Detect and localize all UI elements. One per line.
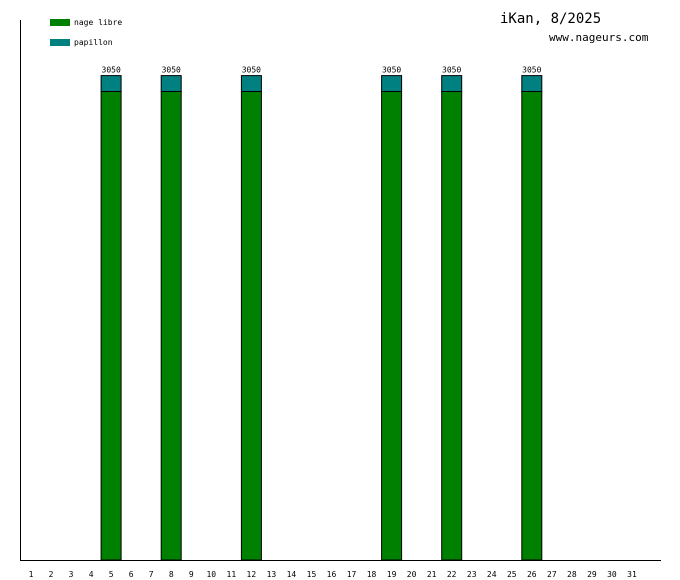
- chart-title: iKan, 8/2025: [500, 11, 601, 27]
- legend-swatch-papillon: [50, 39, 70, 46]
- bar-nage-libre: [100, 91, 122, 561]
- x-tick-label: 9: [189, 570, 194, 579]
- x-tick-label: 1: [29, 570, 34, 579]
- x-tick-label: 17: [347, 570, 357, 579]
- bar-total-label: 3050: [242, 66, 261, 75]
- bar-papillon: [381, 75, 403, 92]
- bar-nage-libre: [521, 91, 543, 561]
- bar-papillon: [441, 75, 463, 92]
- x-tick-label: 4: [89, 570, 94, 579]
- bar-total-label: 3050: [442, 66, 461, 75]
- bar-nage-libre: [381, 91, 403, 561]
- x-tick-label: 8: [169, 570, 174, 579]
- bars-group: [100, 75, 543, 561]
- x-tick-label: 13: [267, 570, 277, 579]
- bar-papillon: [240, 75, 262, 92]
- x-tick-label: 10: [206, 570, 216, 579]
- x-tick-label: 6: [129, 570, 134, 579]
- x-tick-label: 5: [109, 570, 114, 579]
- legend: nage libre papillon: [50, 18, 122, 47]
- x-tick-label: 27: [547, 570, 557, 579]
- x-tick-label: 24: [487, 570, 497, 579]
- x-tick-label: 7: [149, 570, 154, 579]
- bar-total-label: 3050: [162, 66, 181, 75]
- bar-nage-libre: [160, 91, 182, 561]
- bar-nage-libre: [441, 91, 463, 561]
- bar-papillon: [160, 75, 182, 92]
- bar-papillon: [100, 75, 122, 92]
- legend-label-papillon: papillon: [74, 38, 113, 47]
- x-tick-label: 12: [247, 570, 257, 579]
- x-tick-label: 28: [567, 570, 577, 579]
- x-tick-label: 19: [387, 570, 397, 579]
- bar-total-label: 3050: [102, 66, 121, 75]
- x-tick-label: 16: [327, 570, 337, 579]
- x-tick-label: 18: [367, 570, 377, 579]
- x-tick-label: 22: [447, 570, 457, 579]
- bar-nage-libre: [240, 91, 262, 561]
- bar-total-label: 3050: [382, 66, 401, 75]
- chart-subtitle: www.nageurs.com: [549, 31, 649, 44]
- x-tick-label: 15: [307, 570, 317, 579]
- bar-total-label: 3050: [522, 66, 541, 75]
- legend-label-nage-libre: nage libre: [74, 18, 122, 27]
- x-tick-label: 3: [69, 570, 74, 579]
- x-tick-label: 11: [227, 570, 237, 579]
- x-tick-label: 2: [49, 570, 54, 579]
- x-tick-label: 31: [627, 570, 637, 579]
- bar-papillon: [521, 75, 543, 92]
- data-labels-group: 3050 3050 3050 3050 3050 3050: [102, 66, 542, 75]
- x-tick-label: 20: [407, 570, 417, 579]
- x-tick-label: 25: [507, 570, 517, 579]
- x-tick-labels-group: 1 2 3 4 5 6 7 8 9 10 11 12 13 14 15 16 17 18 19 20 21 22 23 24 2…: [29, 570, 637, 579]
- x-tick-label: 14: [287, 570, 297, 579]
- legend-swatch-nage-libre: [50, 19, 70, 26]
- x-tick-label: 21: [427, 570, 437, 579]
- x-tick-label: 23: [467, 570, 477, 579]
- x-tick-label: 30: [607, 570, 617, 579]
- x-tick-label: 26: [527, 570, 537, 579]
- x-tick-label: 29: [587, 570, 597, 579]
